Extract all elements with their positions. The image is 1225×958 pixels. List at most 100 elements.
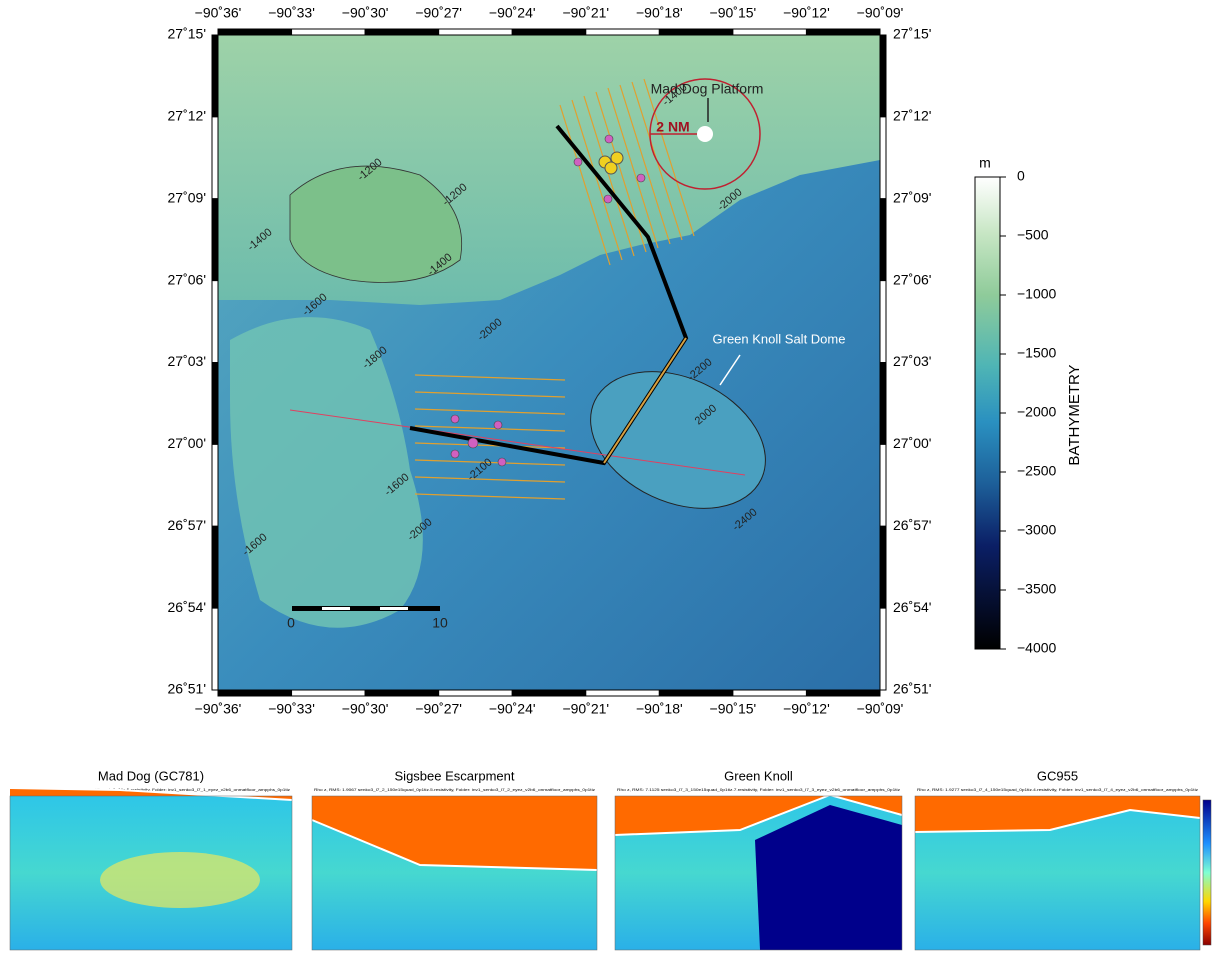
panel-title: Mad Dog (GC781) <box>98 768 204 783</box>
frame-segment <box>880 199 886 281</box>
lat-tick-label: 27˚09' <box>893 189 931 205</box>
lat-tick-label: 26˚57' <box>168 517 206 533</box>
colorbar-tick-label: −500 <box>1017 227 1049 243</box>
colorbar-unit: m <box>979 155 991 171</box>
colorbar <box>975 177 1000 649</box>
lat-tick-label: 26˚57' <box>893 517 931 533</box>
figure: Mad Dog Platform Green Knoll Salt Dome 2… <box>0 0 1225 953</box>
lat-tick-label: 26˚51' <box>168 681 206 697</box>
lon-tick-label: −90˚27' <box>415 5 462 21</box>
frame-segment <box>212 281 218 363</box>
lat-tick-label: 26˚54' <box>168 599 206 615</box>
frame-segment <box>586 690 660 696</box>
lon-tick-label: −90˚15' <box>710 5 757 21</box>
colorbar-tick-label: −2000 <box>1017 404 1057 420</box>
lon-tick-label: −90˚09' <box>857 701 904 717</box>
frame-segment <box>212 363 218 445</box>
panels: Mad Dog (GC781)Rho z, RMS: 1.9211 senko3… <box>10 768 1211 950</box>
frame-segment <box>512 29 586 35</box>
lon-tick-label: −90˚36' <box>195 5 242 21</box>
lon-tick-label: −90˚30' <box>342 701 389 717</box>
lat-tick-label: 27˚06' <box>893 271 931 287</box>
colorbar-tick-label: −3500 <box>1017 581 1057 597</box>
frame-segment <box>218 29 292 35</box>
lat-tick-label: 27˚15' <box>168 26 206 42</box>
lon-tick-label: −90˚30' <box>342 5 389 21</box>
colorbar-tick-label: −2500 <box>1017 463 1057 479</box>
lat-tick-label: 27˚03' <box>893 353 931 369</box>
lon-tick-label: −90˚18' <box>636 701 683 717</box>
lon-tick-label: −90˚24' <box>489 701 536 717</box>
annotation: Green Knoll Salt Dome <box>713 331 846 346</box>
lon-tick-label: −90˚36' <box>195 701 242 717</box>
frame-segment <box>212 117 218 199</box>
lat-tick-label: 27˚09' <box>168 189 206 205</box>
lon-tick-label: −90˚21' <box>562 5 609 21</box>
panel-header: Rho z, RMS: 1.9067 senko3_l7_2_150e15qua… <box>314 787 595 792</box>
lat-tick-label: 26˚51' <box>893 681 931 697</box>
lon-tick-label: −90˚27' <box>415 701 462 717</box>
colorbar-tick-label: 0 <box>1017 168 1025 184</box>
scale-label: 10 <box>432 615 448 631</box>
frame-segment <box>439 690 513 696</box>
frame-segment <box>659 690 733 696</box>
lon-tick-label: −90˚24' <box>489 5 536 21</box>
colorbar-tick-label: −1500 <box>1017 345 1057 361</box>
lat-tick-label: 27˚00' <box>168 435 206 451</box>
lat-tick-label: 27˚06' <box>168 271 206 287</box>
lon-tick-label: −90˚12' <box>783 701 830 717</box>
frame-segment <box>806 29 880 35</box>
lon-tick-label: −90˚33' <box>268 701 315 717</box>
frame-segment <box>292 690 366 696</box>
colorbar-label: BATHYMETRY <box>1066 364 1083 465</box>
panel-title: Sigsbee Escarpment <box>395 768 515 783</box>
lon-tick-label: −90˚18' <box>636 5 683 21</box>
frame-segment <box>212 35 218 117</box>
panel-colorbar <box>1203 800 1211 945</box>
frame-segment <box>439 29 513 35</box>
frame-segment <box>806 690 880 696</box>
panel-title: GC955 <box>1037 768 1078 783</box>
platform-marker <box>697 126 713 142</box>
scale-bar <box>292 606 440 611</box>
annotation: 2 NM <box>656 119 689 135</box>
frame-segment <box>212 608 218 690</box>
lon-tick-label: −90˚15' <box>710 701 757 717</box>
lat-tick-label: 27˚15' <box>893 26 931 42</box>
frame-segment <box>212 526 218 608</box>
frame-segment <box>880 281 886 363</box>
frame-segment <box>292 29 366 35</box>
frame-segment <box>880 444 886 526</box>
colorbar-ticks: 0−500−1000−1500−2000−2500−3000−3500−4000 <box>1000 168 1057 656</box>
scale-label: 0 <box>287 615 295 631</box>
frame-segment <box>365 690 439 696</box>
frame-segment <box>218 690 292 696</box>
frame-segment <box>733 29 807 35</box>
frame-segment <box>212 444 218 526</box>
frame-segment <box>733 690 807 696</box>
lon-tick-label: −90˚09' <box>857 5 904 21</box>
frame-segment <box>512 690 586 696</box>
frame-segment <box>880 526 886 608</box>
panel-header: Rho z, RMS: 7.1125 senko3_l7_3_150e15qua… <box>617 787 900 792</box>
panel-header: Rho z, RMS: 1.9277 senko3_l7_4_150e15qua… <box>917 787 1198 792</box>
frame-segment <box>659 29 733 35</box>
frame-segment <box>880 608 886 690</box>
lat-tick-label: 27˚03' <box>168 353 206 369</box>
lat-tick-label: 27˚12' <box>168 108 206 124</box>
frame-segment <box>880 363 886 445</box>
frame-segment <box>586 29 660 35</box>
anomaly <box>100 852 260 908</box>
map: Mad Dog Platform Green Knoll Salt Dome 2… <box>218 35 880 690</box>
lon-tick-label: −90˚21' <box>562 701 609 717</box>
lon-tick-label: −90˚12' <box>783 5 830 21</box>
frame-segment <box>212 199 218 281</box>
frame-segment <box>880 35 886 117</box>
lat-tick-label: 27˚12' <box>893 108 931 124</box>
colorbar-tick-label: −1000 <box>1017 286 1057 302</box>
lat-tick-label: 27˚00' <box>893 435 931 451</box>
frame-segment <box>880 117 886 199</box>
lon-tick-label: −90˚33' <box>268 5 315 21</box>
colorbar-tick-label: −3000 <box>1017 522 1057 538</box>
frame-segment <box>365 29 439 35</box>
